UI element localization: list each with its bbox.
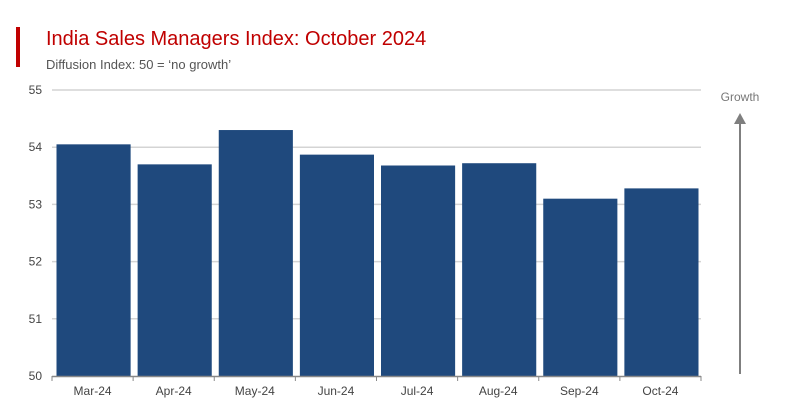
y-tick-label: 51 <box>29 312 43 326</box>
bar <box>624 188 699 376</box>
x-tick-label: May-24 <box>235 384 275 398</box>
bar <box>56 144 131 376</box>
x-tick-label: Sep-24 <box>560 384 599 398</box>
bar <box>381 165 456 376</box>
axes: 50 51 52 53 54 55 Mar-24 Apr-24 May-24 Jun-24 Jul-… <box>29 83 702 398</box>
bar <box>543 198 618 376</box>
x-tick-label: Jul-24 <box>401 384 434 398</box>
x-tick-label: Oct-24 <box>642 384 678 398</box>
title-accent-bar <box>16 27 20 67</box>
x-tick-label: Aug-24 <box>479 384 518 398</box>
growth-annotation: Growth <box>721 90 760 374</box>
y-tick-label: 52 <box>29 255 43 269</box>
y-tick-label: 53 <box>29 197 43 211</box>
growth-arrow-icon <box>734 113 746 124</box>
x-tick-label: Apr-24 <box>156 384 192 398</box>
bars <box>56 130 699 376</box>
growth-label: Growth <box>721 90 760 104</box>
chart-subtitle: Diffusion Index: 50 = ‘no growth’ <box>46 57 232 72</box>
x-tick-label: Jun-24 <box>318 384 355 398</box>
bar <box>137 164 212 376</box>
bar <box>299 154 374 376</box>
bar <box>462 163 537 376</box>
y-tick-label: 50 <box>29 369 43 383</box>
y-tick-label: 55 <box>29 83 43 97</box>
y-tick-label: 54 <box>29 140 43 154</box>
x-tick-label: Mar-24 <box>74 384 112 398</box>
chart-title: India Sales Managers Index: October 2024 <box>46 28 427 50</box>
bar <box>218 130 293 376</box>
